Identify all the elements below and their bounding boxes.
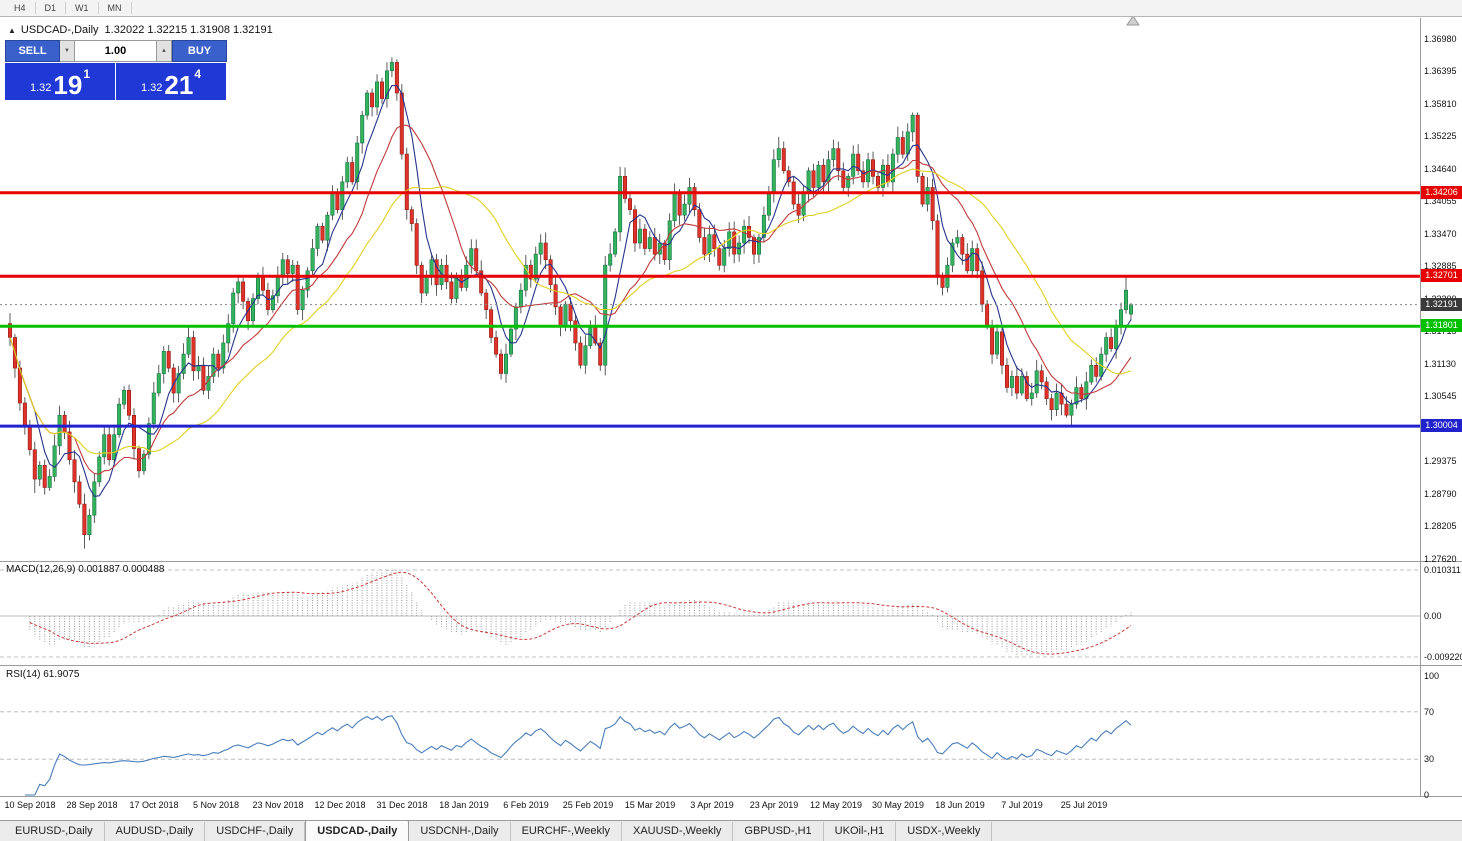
x-axis-date-label: 5 Nov 2018 bbox=[192, 800, 240, 810]
candlesticks bbox=[8, 57, 1134, 549]
x-axis-date-label: 7 Jul 2019 bbox=[1001, 800, 1043, 810]
macd-axis-label: -0.0092203 bbox=[1424, 652, 1462, 662]
volume-input[interactable] bbox=[75, 40, 157, 62]
chart-tab-eurchfweekly[interactable]: EURCHF-,Weekly bbox=[511, 822, 622, 841]
bid-big-digits: 19 bbox=[53, 69, 83, 100]
macd-histogram bbox=[29, 568, 1132, 656]
x-axis-date-label: 28 Sep 2018 bbox=[66, 800, 118, 810]
sell-button[interactable]: SELL bbox=[5, 40, 60, 62]
price-axis-label: 1.28790 bbox=[1424, 489, 1457, 499]
chart-tab-gbpusdh1[interactable]: GBPUSD-,H1 bbox=[733, 822, 824, 841]
pane-separator[interactable] bbox=[0, 561, 1462, 562]
rsi-line bbox=[24, 715, 1132, 796]
chart-tab-eurusddaily[interactable]: EURUSD-,Daily bbox=[4, 822, 105, 841]
ask-quote: 1.32 21 4 bbox=[116, 63, 226, 100]
price-axis-label: 1.34055 bbox=[1424, 196, 1457, 206]
price-axis-label: 1.30545 bbox=[1424, 391, 1457, 401]
timeframe-button-d1[interactable]: D1 bbox=[36, 2, 67, 14]
pane-separator[interactable] bbox=[0, 665, 1462, 666]
time-axis[interactable] bbox=[0, 797, 1420, 819]
ask-prefix: 1.32 bbox=[140, 82, 163, 94]
x-axis-date-label: 17 Oct 2018 bbox=[129, 800, 179, 810]
buy-button[interactable]: BUY bbox=[172, 40, 227, 62]
x-axis-date-label: 18 Jan 2019 bbox=[439, 800, 489, 810]
x-axis-date-label: 12 Dec 2018 bbox=[314, 800, 366, 810]
collapse-arrow-icon[interactable]: ▲ bbox=[8, 26, 16, 35]
macd-signal-line bbox=[29, 571, 1132, 655]
level-price-badge: 1.31801 bbox=[1421, 319, 1462, 332]
timeframe-button-mn[interactable]: MN bbox=[99, 2, 132, 14]
macd-axis-label: 0.00 bbox=[1424, 611, 1442, 621]
chart-tab-xauusdweekly[interactable]: XAUUSD-,Weekly bbox=[622, 822, 734, 841]
price-axis-label: 1.35225 bbox=[1424, 131, 1457, 141]
level-price-badge: 1.34206 bbox=[1421, 186, 1462, 199]
chart-shift-marker-icon[interactable] bbox=[1126, 15, 1140, 26]
rsi-axis-label: 100 bbox=[1424, 671, 1440, 681]
price-axis-label: 1.27620 bbox=[1424, 554, 1457, 564]
current-price-badge: 1.32191 bbox=[1421, 298, 1462, 311]
chart-tab-bar: EURUSD-,Daily AUDUSD-,Daily USDCHF-,Daily U… bbox=[0, 820, 1462, 841]
chart-ohlc-values: 1.32022 1.32215 1.31908 1.32191 bbox=[104, 24, 273, 36]
volume-decrease-button[interactable]: ▼ bbox=[60, 40, 75, 62]
x-axis-date-label: 3 Apr 2019 bbox=[690, 800, 734, 810]
price-axis-label: 1.31130 bbox=[1424, 359, 1456, 369]
chart-tab-ukoilh1[interactable]: UKOil-,H1 bbox=[824, 822, 897, 841]
x-axis-date-label: 12 May 2019 bbox=[809, 800, 863, 810]
price-axis-label: 1.36395 bbox=[1424, 66, 1457, 76]
timeframe-toolbar: H4 D1 W1 MN bbox=[0, 0, 1462, 17]
ask-pip-digit: 4 bbox=[194, 67, 202, 81]
level-price-badge: 1.30004 bbox=[1421, 419, 1462, 432]
x-axis-date-label: 10 Sep 2018 bbox=[4, 800, 56, 810]
x-axis-date-label: 31 Dec 2018 bbox=[376, 800, 428, 810]
price-axis-label: 1.28205 bbox=[1424, 521, 1457, 531]
ma-line-14 bbox=[9, 124, 1132, 475]
chart-title: ▲ USDCAD-,Daily 1.32022 1.32215 1.31908 1.… bbox=[8, 24, 273, 36]
price-axis-label: 1.32885 bbox=[1424, 261, 1457, 271]
rsi-indicator-label: RSI(14) 61.9075 bbox=[6, 669, 80, 680]
price-axis-label: 1.33470 bbox=[1424, 229, 1457, 239]
ma-line-6 bbox=[9, 85, 1132, 497]
chart-symbol-period: USDCAD-,Daily bbox=[20, 24, 99, 36]
x-axis-date-label: 6 Feb 2019 bbox=[503, 800, 549, 810]
rsi-axis-label: 0 bbox=[1424, 790, 1430, 800]
one-click-trading-panel: SELL ▼ ▲ BUY 1.32 19 1 1.32 21 4 bbox=[5, 40, 227, 100]
price-axis-label: 1.29375 bbox=[1424, 456, 1457, 466]
chart-tab-audusddaily[interactable]: AUDUSD-,Daily bbox=[105, 822, 206, 841]
macd-axis-label: 0.010311 bbox=[1424, 565, 1461, 575]
axis-separator bbox=[1420, 18, 1421, 797]
x-axis-date-label: 23 Nov 2018 bbox=[252, 800, 304, 810]
pane-separator[interactable] bbox=[0, 796, 1462, 797]
chart-tab-usdcaddaily[interactable]: USDCAD-,Daily bbox=[305, 820, 410, 841]
timeframe-button-w1[interactable]: W1 bbox=[66, 2, 99, 14]
macd-indicator-label: MACD(12,26,9) 0.001887 0.000488 bbox=[6, 564, 165, 575]
bid-quote: 1.32 19 1 bbox=[5, 63, 115, 100]
price-axis-label: 1.34640 bbox=[1424, 164, 1457, 174]
price-axis-label: 1.36980 bbox=[1424, 34, 1457, 44]
chart-tab-usdchfdaily[interactable]: USDCHF-,Daily bbox=[205, 822, 306, 841]
price-axis-label: 1.35810 bbox=[1424, 99, 1457, 109]
ask-big-digits: 21 bbox=[164, 69, 194, 100]
x-axis-date-label: 18 Jun 2019 bbox=[935, 800, 985, 810]
timeframe-button-h4[interactable]: H4 bbox=[5, 2, 36, 14]
chart-tab-usdxweekly[interactable]: USDX-,Weekly bbox=[896, 822, 993, 841]
bid-prefix: 1.32 bbox=[29, 82, 52, 94]
rsi-axis-label: 70 bbox=[1424, 707, 1435, 717]
rsi-axis-label: 30 bbox=[1424, 754, 1435, 764]
x-axis-date-label: 23 Apr 2019 bbox=[749, 800, 799, 810]
x-axis-date-label: 30 May 2019 bbox=[871, 800, 925, 810]
x-axis-date-label: 15 Mar 2019 bbox=[624, 800, 676, 810]
x-axis-date-label: 25 Jul 2019 bbox=[1060, 800, 1108, 810]
price-axis[interactable] bbox=[1421, 18, 1462, 797]
level-price-badge: 1.32701 bbox=[1421, 269, 1462, 282]
volume-increase-button[interactable]: ▲ bbox=[157, 40, 172, 62]
x-axis-date-label: 25 Feb 2019 bbox=[562, 800, 614, 810]
bid-pip-digit: 1 bbox=[83, 67, 91, 81]
chart-tab-usdcnhdaily[interactable]: USDCNH-,Daily bbox=[409, 822, 511, 841]
